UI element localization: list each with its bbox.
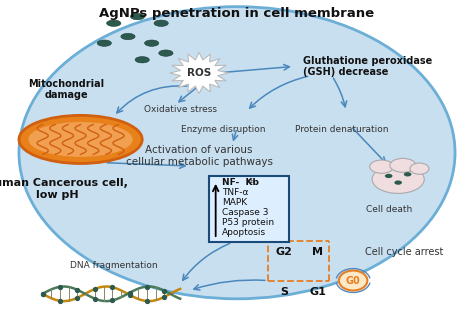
- Text: M: M: [312, 247, 323, 257]
- Text: MAPK: MAPK: [222, 198, 247, 207]
- Text: Enzyme disruption: Enzyme disruption: [181, 125, 265, 134]
- Ellipse shape: [385, 174, 392, 178]
- Ellipse shape: [107, 20, 121, 27]
- Text: Kb: Kb: [246, 179, 255, 185]
- Ellipse shape: [97, 40, 111, 46]
- Text: Protein denaturation: Protein denaturation: [294, 125, 388, 134]
- Text: G0: G0: [346, 276, 361, 286]
- Text: AgNPs penetration in cell membrane: AgNPs penetration in cell membrane: [100, 7, 374, 20]
- FancyBboxPatch shape: [209, 176, 289, 242]
- Text: Mitochondrial
damage: Mitochondrial damage: [28, 79, 104, 101]
- Text: DNA fragmentation: DNA fragmentation: [70, 261, 157, 270]
- Ellipse shape: [19, 7, 455, 299]
- Text: Apoptosis: Apoptosis: [222, 228, 266, 237]
- Ellipse shape: [390, 158, 416, 172]
- Text: NF-  Kb: NF- Kb: [222, 178, 259, 187]
- Ellipse shape: [135, 56, 149, 63]
- Circle shape: [339, 271, 367, 290]
- Ellipse shape: [121, 33, 135, 40]
- Text: Cell death: Cell death: [365, 205, 412, 214]
- Polygon shape: [170, 52, 228, 94]
- Text: Human Cancerous cell,
low pH: Human Cancerous cell, low pH: [0, 178, 128, 200]
- Ellipse shape: [130, 13, 145, 20]
- Text: G1: G1: [309, 287, 326, 297]
- Ellipse shape: [404, 172, 411, 176]
- Text: ROS: ROS: [187, 68, 211, 78]
- Ellipse shape: [28, 122, 133, 157]
- Text: Gluthatione peroxidase
(GSH) decrease: Gluthatione peroxidase (GSH) decrease: [303, 55, 433, 77]
- Ellipse shape: [372, 165, 424, 193]
- Text: G2: G2: [276, 247, 293, 257]
- Text: P53 protein: P53 protein: [222, 218, 274, 227]
- Text: TNF-α: TNF-α: [222, 188, 248, 197]
- Ellipse shape: [159, 50, 173, 56]
- Ellipse shape: [19, 116, 142, 164]
- Text: Activation of various
cellular metabolic pathways: Activation of various cellular metabolic…: [126, 145, 273, 167]
- Text: S: S: [281, 287, 288, 297]
- Ellipse shape: [145, 40, 159, 46]
- Text: Cell cycle arrest: Cell cycle arrest: [365, 247, 443, 257]
- Ellipse shape: [394, 181, 402, 185]
- Text: Caspase 3: Caspase 3: [222, 208, 268, 217]
- Text: Oxidative stress: Oxidative stress: [144, 105, 217, 114]
- Ellipse shape: [154, 20, 168, 27]
- Ellipse shape: [370, 160, 393, 173]
- Ellipse shape: [410, 163, 429, 174]
